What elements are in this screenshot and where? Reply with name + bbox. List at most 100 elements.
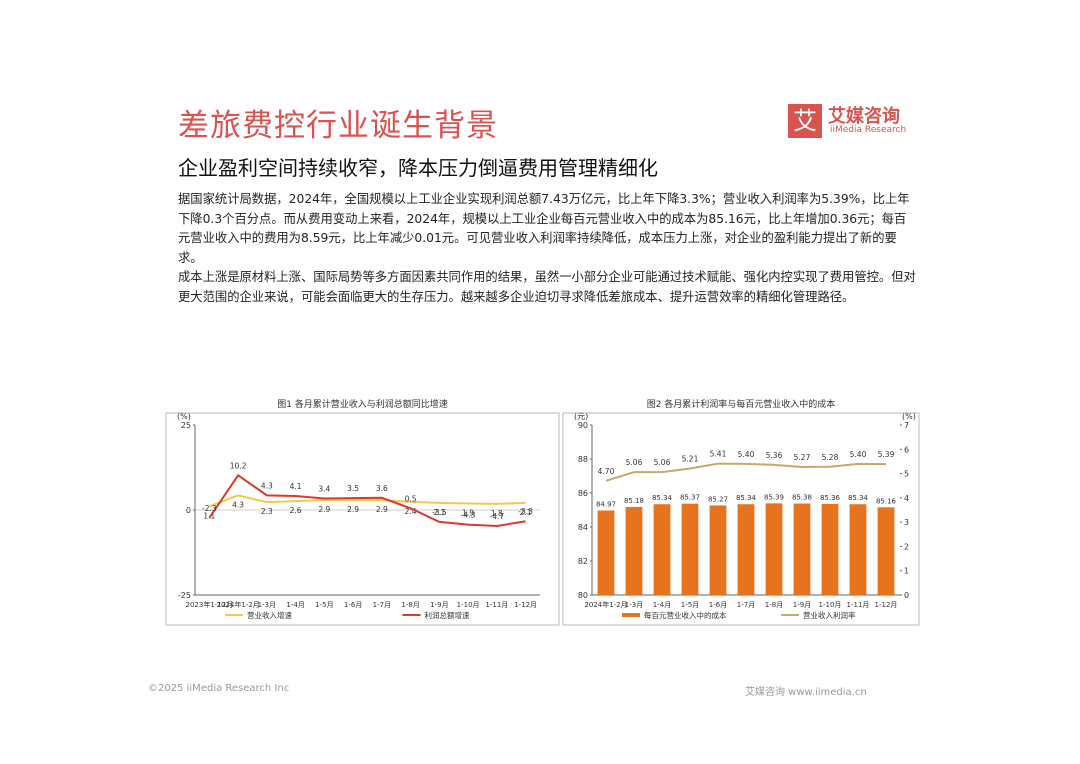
- bar: [625, 506, 643, 595]
- site: 艾媒咨询 www.iimedia.cn: [745, 687, 867, 698]
- paragraph: 成本上涨是原材料上涨、国际局势等多方面因素共同作用的结果，虽然一小部分企业可能通…: [178, 270, 916, 304]
- chart: 图2 各月累计利润率与每百元营业收入中的成本 (元) (%) 80 82 84 86 88 90…: [562, 398, 920, 626]
- data-label: 85.34: [652, 494, 673, 502]
- data-label: 85.38: [792, 494, 812, 502]
- x-tick-label: 1-12月: [875, 601, 898, 609]
- y2-tick-label: 5: [904, 470, 909, 479]
- data-label: -4.7: [490, 512, 505, 521]
- data-label: 5.27: [794, 453, 811, 462]
- data-label: 5.06: [626, 458, 643, 467]
- x-tick-label: 1-8月: [401, 601, 419, 609]
- data-label: 85.34: [848, 494, 869, 502]
- line: [208, 473, 526, 527]
- bar: [849, 504, 867, 595]
- x-tick-label: 1-8月: [765, 601, 783, 609]
- chart-title: 图2 各月累计利润率与每百元营业收入中的成本: [647, 398, 836, 410]
- line: [605, 462, 887, 482]
- data-label: 2.6: [290, 506, 302, 515]
- y2-tick-label: 2: [904, 542, 909, 551]
- paragraph: 据国家统计局数据，2024年，全国规模以上工业企业实现利润总额7.43万亿元，比…: [178, 192, 910, 265]
- bar: [877, 507, 895, 595]
- bar: [709, 505, 727, 595]
- data-label: 2.9: [318, 505, 330, 514]
- x-tick-label: 2024年1-2月: [584, 600, 627, 609]
- legend-label: 利润总额增速: [425, 610, 470, 620]
- legend-label: 营业收入增速: [247, 610, 292, 620]
- x-tick-label: 1-3月: [625, 601, 643, 609]
- plot-frame: [562, 412, 920, 626]
- data-label: 85.27: [708, 495, 728, 503]
- data-label: 85.34: [736, 494, 757, 502]
- x-tick-label: 1-4月: [286, 601, 304, 609]
- x-tick-label: 2024年1-2月: [217, 600, 260, 609]
- legend-swatch: [622, 613, 640, 617]
- data-label: 84.97: [596, 501, 616, 509]
- data-label: 85.39: [764, 493, 784, 501]
- chart: 图1 各月累计营业收入与利润总额同比增速(%)-250252023年1-12月2…: [165, 398, 560, 626]
- data-label: 5.40: [850, 450, 867, 459]
- x-tick-label: 1-12月: [514, 601, 537, 609]
- brand-en: iiMedia Research: [830, 125, 907, 135]
- x-tick-label: 1-7月: [737, 601, 755, 609]
- data-label: 5.36: [766, 451, 783, 460]
- x-tick-label: 1-3月: [258, 601, 276, 609]
- data-label: 1.9: [462, 509, 474, 518]
- x-tick-label: 1-5月: [681, 601, 699, 609]
- body-text: 据国家统计局数据，2024年，全国规模以上工业企业实现利润总额7.43万亿元，比…: [178, 190, 916, 307]
- y-tick-label: 90: [578, 421, 588, 430]
- y2-axis-label: (%): [902, 412, 916, 421]
- data-label: 4.3: [232, 500, 244, 509]
- data-label: 0.5: [405, 494, 417, 503]
- data-label: 5.06: [654, 458, 671, 467]
- y-tick-label: 88: [578, 455, 588, 464]
- x-tick-label: 2023年1-12月: [186, 600, 234, 609]
- x-tick-label: 1-11月: [485, 601, 508, 609]
- data-label: 10.2: [230, 461, 247, 470]
- plot-frame: [165, 412, 560, 626]
- legend-label: 营业收入利润率: [803, 610, 856, 620]
- data-label: 2.4: [405, 507, 417, 516]
- bar: [737, 504, 755, 595]
- x-tick-label: 1-6月: [709, 601, 727, 609]
- data-label: 3.6: [376, 484, 388, 493]
- y-tick-label: 0: [186, 506, 191, 515]
- y2-tick-label: 0: [904, 591, 909, 600]
- data-label: 85.18: [624, 497, 644, 505]
- y2-tick-label: 3: [904, 518, 909, 527]
- data-label: 85.16: [876, 497, 897, 505]
- data-label: 3.4: [318, 484, 330, 493]
- y2-tick-label: 7: [904, 421, 909, 430]
- subtitle: 企业盈利空间持续收窄，降本压力倒逼费用管理精细化: [178, 156, 658, 180]
- data-label: 4.70: [598, 467, 615, 476]
- x-tick-label: 1-9月: [793, 601, 811, 609]
- data-label: 5.21: [682, 454, 699, 463]
- copyright: ©2025 iiMedia Research Inc: [148, 683, 290, 694]
- data-label: 2.1: [433, 508, 445, 517]
- y2-tick-label: 6: [904, 445, 909, 454]
- y-tick-label: 25: [181, 421, 191, 430]
- x-tick-label: 1-7月: [373, 601, 391, 609]
- x-tick-label: 1-5月: [315, 601, 333, 609]
- data-label: 2.9: [347, 505, 359, 514]
- data-label: 5.41: [710, 450, 727, 459]
- bar: [765, 503, 783, 595]
- x-tick-label: 1-10月: [457, 601, 480, 609]
- x-tick-label: 1-9月: [430, 601, 448, 609]
- data-label: 5.39: [878, 450, 895, 459]
- data-label: 5.40: [738, 450, 755, 459]
- data-label: 5.28: [822, 453, 839, 462]
- bar: [681, 503, 699, 595]
- brand: 艾媒咨询: [828, 106, 900, 127]
- data-label: 1.1: [203, 511, 215, 520]
- y2-tick-label: 4: [904, 494, 909, 503]
- logo: 艾: [788, 104, 822, 138]
- x-tick-label: 1-10月: [819, 601, 842, 609]
- bar: [653, 504, 671, 595]
- data-label: 2.9: [376, 505, 388, 514]
- data-label: 4.3: [261, 481, 273, 490]
- data-label: 85.36: [820, 494, 841, 502]
- data-label: -2.3: [202, 504, 217, 513]
- data-label: -3.5: [432, 508, 447, 517]
- data-label: -3.3: [518, 507, 533, 516]
